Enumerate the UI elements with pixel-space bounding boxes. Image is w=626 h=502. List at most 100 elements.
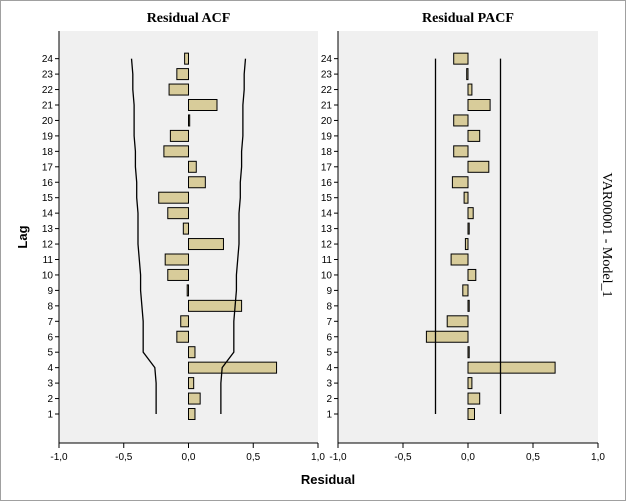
pacf-bar-lag-11 (450, 253, 469, 266)
acf-lag-label: 18 (42, 147, 54, 158)
acf-bar-lag-23 (176, 68, 190, 81)
acf-x-tick-label: 0,0 (182, 452, 196, 463)
pacf-bar-lag-7 (446, 315, 469, 328)
pacf-lag-label: 2 (326, 394, 332, 405)
pacf-bar-lag-10 (467, 268, 477, 281)
pacf-panel: Residual PACF-1,0 -0,5 0,0 0,5 1,01234567891… (321, 11, 606, 463)
x-axis-title: Residual (301, 472, 355, 487)
pacf-lag-label: 19 (321, 131, 333, 142)
pacf-lag-label: 5 (326, 348, 332, 359)
acf-lag-label: 23 (42, 70, 54, 81)
acf-bar-lag-13 (182, 222, 190, 235)
pacf-bar-lag-13 (467, 222, 470, 235)
acf-bar-lag-7 (180, 315, 189, 328)
acf-bar-lag-8 (188, 299, 243, 312)
pacf-lag-label: 21 (321, 101, 333, 112)
acf-x-tick-label: -1,0 (50, 452, 68, 463)
acf-lag-label: 20 (42, 116, 54, 127)
pacf-lag-label: 8 (326, 301, 332, 312)
pacf-bar-lag-2 (467, 392, 481, 405)
acf-lag-label: 8 (47, 301, 53, 312)
pacf-bar-lag-24 (453, 52, 469, 65)
acf-panel: Residual ACF-1,0 -0,5 0,0 0,5 1,012345678910… (42, 11, 326, 463)
pacf-bar-lag-23 (466, 68, 469, 81)
pacf-bar-lag-20 (453, 114, 469, 127)
acf-lag-label: 13 (42, 224, 54, 235)
acf-bar-lag-3 (188, 377, 195, 390)
acf-bar-lag-21 (188, 99, 218, 111)
pacf-x-tick-label: -0,5 (394, 452, 412, 463)
pacf-bar-lag-17 (467, 160, 490, 173)
pacf-bar-lag-19 (467, 129, 481, 142)
acf-bar-lag-6 (176, 330, 190, 343)
pacf-lag-label: 17 (321, 162, 333, 173)
acf-bar-lag-9 (186, 284, 190, 297)
acf-lag-label: 12 (42, 240, 54, 251)
pacf-lag-label: 1 (326, 410, 332, 421)
acf-bar-lag-10 (167, 268, 189, 281)
pacf-lag-label: 18 (321, 147, 333, 158)
acf-x-tick-label: -0,5 (115, 452, 133, 463)
pacf-bar-lag-12 (464, 238, 469, 251)
acf-bar-lag-4 (188, 361, 278, 374)
pacf-bar-lag-8 (467, 299, 470, 312)
pacf-lag-label: 20 (321, 116, 333, 127)
pacf-x-tick-label: 1,0 (591, 452, 605, 463)
acf-x-tick-label: 0,5 (246, 452, 260, 463)
acf-bar-lag-24 (184, 52, 190, 65)
acf-lag-label: 1 (47, 410, 53, 421)
acf-title: Residual ACF (147, 11, 231, 26)
acf-bar-lag-16 (188, 176, 206, 189)
acf-lag-label: 5 (47, 348, 53, 359)
acf-lag-label: 6 (47, 332, 53, 343)
acf-lag-label: 14 (42, 209, 54, 220)
pacf-bar-lag-14 (467, 207, 474, 220)
pacf-lag-label: 15 (321, 193, 333, 204)
acf-bar-lag-2 (188, 392, 201, 405)
acf-lower-confidence-limit (130, 58, 157, 414)
pacf-bar-lag-5 (467, 346, 470, 359)
pacf-bar-lag-16 (451, 176, 469, 189)
acf-x-tick-label: 1,0 (311, 452, 325, 463)
acf-lag-label: 16 (42, 178, 54, 189)
pacf-bar-lag-4 (467, 361, 556, 374)
acf-bar-lag-14 (167, 207, 189, 220)
acf-bar-lag-22 (168, 83, 189, 96)
pacf-lag-label: 14 (321, 209, 333, 220)
acf-lag-label: 7 (47, 317, 53, 328)
pacf-lag-label: 23 (321, 70, 333, 81)
pacf-x-tick-label: 0,5 (526, 452, 540, 463)
pacf-lag-label: 6 (326, 332, 332, 343)
pacf-bar-lag-15 (463, 191, 469, 204)
acf-lag-label: 10 (42, 270, 54, 281)
pacf-lag-label: 7 (326, 317, 332, 328)
pacf-lag-label: 9 (326, 286, 332, 297)
acf-bar-lag-5 (188, 346, 196, 359)
pacf-x-tick-label: 0,0 (461, 452, 475, 463)
pacf-lag-label: 11 (322, 255, 333, 266)
acf-upper-confidence-limit (220, 58, 247, 414)
acf-bar-lag-1 (188, 408, 196, 420)
pacf-bar-lag-18 (453, 145, 469, 158)
acf-lag-label: 19 (42, 131, 54, 142)
pacf-bar-lag-1 (467, 408, 475, 420)
pacf-bar-lag-21 (467, 99, 491, 111)
acf-lag-label: 11 (43, 255, 54, 266)
pacf-lag-label: 10 (321, 270, 333, 281)
pacf-bar-lag-22 (467, 83, 473, 96)
acf-lag-label: 3 (47, 379, 53, 390)
acf-lag-label: 15 (42, 193, 54, 204)
acf-lag-label: 22 (42, 85, 54, 96)
pacf-bar-lag-9 (462, 284, 469, 297)
pacf-lag-label: 3 (326, 379, 332, 390)
acf-bar-lag-11 (164, 253, 190, 266)
acf-lag-label: 21 (42, 101, 54, 112)
pacf-lag-label: 16 (321, 178, 333, 189)
acf-lag-label: 4 (47, 363, 53, 374)
pacf-lag-label: 4 (326, 363, 332, 374)
acf-bar-lag-19 (169, 129, 189, 142)
acf-bar-lag-15 (158, 191, 189, 204)
pacf-bar-lag-6 (425, 330, 469, 343)
pacf-lag-label: 22 (321, 85, 333, 96)
